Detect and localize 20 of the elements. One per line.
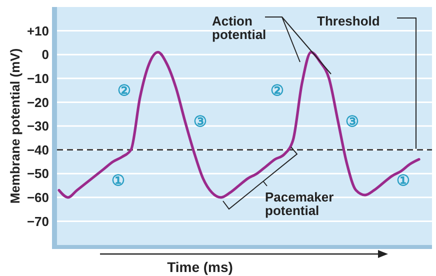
x-axis-title: Time (ms) xyxy=(167,258,233,275)
y-axis-title: Membrane potential (mV) xyxy=(8,48,23,204)
y-tick-label: −30 xyxy=(26,118,49,134)
y-tick-label: −20 xyxy=(26,94,49,110)
y-tick-label: −60 xyxy=(26,190,49,205)
ref-line-label: Threshold xyxy=(317,14,380,29)
annotation: ① xyxy=(112,172,124,190)
annotation: Pacemaker potential xyxy=(265,190,334,218)
y-tick-label: −10 xyxy=(26,70,49,86)
y-tick-label: −50 xyxy=(26,166,49,182)
annotation: ② xyxy=(270,82,284,100)
y-tick-label: +10 xyxy=(26,23,49,38)
annotation: Action potential xyxy=(212,14,266,42)
annotation: ① xyxy=(396,172,410,190)
annotation: ② xyxy=(118,82,130,100)
y-tick-label: −70 xyxy=(26,214,49,229)
annotation: ③ xyxy=(346,113,358,130)
y-tick-label: 0 xyxy=(42,47,49,62)
annotation: ③ xyxy=(194,113,206,130)
y-tick-label: −40 xyxy=(26,142,49,158)
